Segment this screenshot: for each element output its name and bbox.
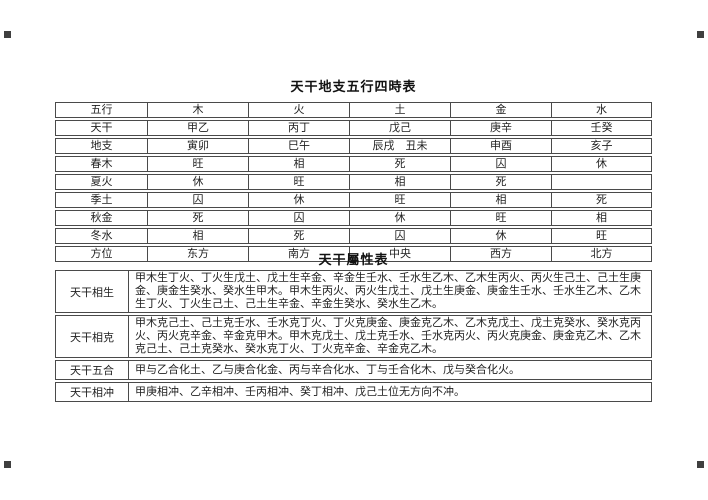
table-row: 春木 旺 相 死 囚 休: [55, 156, 652, 172]
crop-mark-bottom-right: [697, 461, 704, 468]
table-row: 天干相生 甲木生丁火、丁火生戊土、戊土生辛金、辛金生壬水、壬水生乙木、乙木生丙火…: [55, 270, 652, 313]
table-row: 天干相冲 甲庚相冲、乙辛相冲、壬丙相冲、癸丁相冲、戊己土位无方向不冲。: [55, 382, 652, 402]
t1-cell: 北方: [552, 246, 652, 262]
t1-cell: 旺: [249, 174, 350, 190]
t1-cell: 地支: [55, 138, 148, 154]
t1-cell: 东方: [148, 246, 249, 262]
t1-cell: 死: [148, 210, 249, 226]
table-row: 季土 囚 休 旺 相 死: [55, 192, 652, 208]
t1-cell: 申酉: [451, 138, 552, 154]
t1-cell: 死: [552, 192, 652, 208]
t1-cell: 休: [249, 192, 350, 208]
t1-cell: 辰戌 丑未: [350, 138, 451, 154]
t2-row-content: 甲庚相冲、乙辛相冲、壬丙相冲、癸丁相冲、戊己土位无方向不冲。: [129, 382, 652, 402]
five-elements-seasons-table: 五行 木 火 土 金 水 天干 甲乙 丙丁 戊己 庚辛 壬癸 地支 寅卯 巳午 …: [55, 100, 652, 264]
t1-cell: 春木: [55, 156, 148, 172]
t1-cell: 冬水: [55, 228, 148, 244]
t1-cell: 天干: [55, 120, 148, 136]
t1-cell: 旺: [451, 210, 552, 226]
t1-cell: 火: [249, 102, 350, 118]
t1-cell: 休: [350, 210, 451, 226]
t1-cell: 庚辛: [451, 120, 552, 136]
t1-cell: 木: [148, 102, 249, 118]
table-row: 天干 甲乙 丙丁 戊己 庚辛 壬癸: [55, 120, 652, 136]
table-row: 五行 木 火 土 金 水: [55, 102, 652, 118]
t1-cell: 相: [148, 228, 249, 244]
table-row: 地支 寅卯 巳午 辰戌 丑未 申酉 亥子: [55, 138, 652, 154]
t1-cell: 水: [552, 102, 652, 118]
t1-cell: 休: [552, 156, 652, 172]
t1-cell: 相: [552, 210, 652, 226]
t2-row-label: 天干五合: [55, 360, 129, 380]
t1-cell: 土: [350, 102, 451, 118]
stem-attributes-table: 天干相生 甲木生丁火、丁火生戊土、戊土生辛金、辛金生壬水、壬水生乙木、乙木生丙火…: [55, 268, 652, 404]
t1-cell: 夏火: [55, 174, 148, 190]
t1-cell: 寅卯: [148, 138, 249, 154]
t1-cell: 五行: [55, 102, 148, 118]
t2-row-content: 甲木克己土、己土克壬水、壬水克丁火、丁火克庚金、庚金克乙木、乙木克戊土、戊土克癸…: [129, 315, 652, 358]
t1-cell: 方位: [55, 246, 148, 262]
t1-cell: 秋金: [55, 210, 148, 226]
t1-cell: 休: [451, 228, 552, 244]
t2-row-content: 甲与乙合化土、乙与庚合化金、丙与辛合化水、丁与壬合化木、戊与癸合化火。: [129, 360, 652, 380]
t1-cell: 丙丁: [249, 120, 350, 136]
t1-cell: 甲乙: [148, 120, 249, 136]
table-row: 秋金 死 囚 休 旺 相: [55, 210, 652, 226]
t1-cell: 囚: [249, 210, 350, 226]
table-row: 夏火 休 旺 相 死: [55, 174, 652, 190]
t1-cell: 南方: [249, 246, 350, 262]
t2-row-label: 天干相冲: [55, 382, 129, 402]
t1-cell: 西方: [451, 246, 552, 262]
t2-row-label: 天干相生: [55, 270, 129, 313]
t1-cell: 金: [451, 102, 552, 118]
table2-title: 天干屬性表: [318, 252, 389, 267]
table-row: 冬水 相 死 囚 休 旺: [55, 228, 652, 244]
t1-cell: 巳午: [249, 138, 350, 154]
t1-cell: 相: [451, 192, 552, 208]
t1-cell: 旺: [350, 192, 451, 208]
t1-cell: 死: [451, 174, 552, 190]
t1-cell: 死: [249, 228, 350, 244]
t1-cell: 相: [350, 174, 451, 190]
t1-cell: 旺: [552, 228, 652, 244]
t1-cell: 戊己: [350, 120, 451, 136]
t1-cell-empty: [552, 174, 652, 190]
t1-cell: 季土: [55, 192, 148, 208]
t1-cell: 休: [148, 174, 249, 190]
t1-cell: 壬癸: [552, 120, 652, 136]
t1-cell: 旺: [148, 156, 249, 172]
table-row: 天干五合 甲与乙合化土、乙与庚合化金、丙与辛合化水、丁与壬合化木、戊与癸合化火。: [55, 360, 652, 380]
t1-cell: 相: [249, 156, 350, 172]
t2-row-label: 天干相克: [55, 315, 129, 358]
t1-cell: 囚: [350, 228, 451, 244]
t1-cell: 中央: [350, 246, 451, 262]
t1-cell: 囚: [451, 156, 552, 172]
crop-mark-bottom-left: [4, 461, 11, 468]
crop-mark-top-left: [4, 31, 11, 38]
table1-title: 天干地支五行四時表: [290, 79, 417, 94]
t1-cell: 囚: [148, 192, 249, 208]
table-row: 天干相克 甲木克己土、己土克壬水、壬水克丁火、丁火克庚金、庚金克乙木、乙木克戊土…: [55, 315, 652, 358]
t2-row-content: 甲木生丁火、丁火生戊土、戊土生辛金、辛金生壬水、壬水生乙木、乙木生丙火、丙火生己…: [129, 270, 652, 313]
table-row: 方位 东方 南方 中央 西方 北方: [55, 246, 652, 262]
crop-mark-top-right: [697, 31, 704, 38]
t1-cell: 亥子: [552, 138, 652, 154]
t1-cell: 死: [350, 156, 451, 172]
